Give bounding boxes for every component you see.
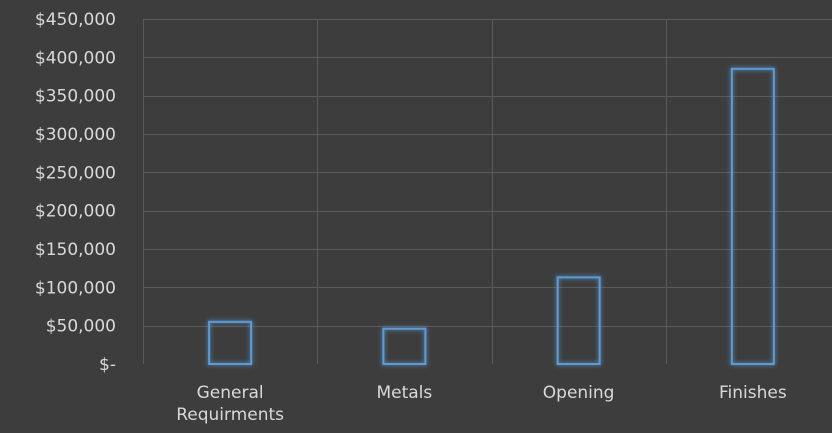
y-tick-label: $100,000 — [35, 278, 116, 298]
x-tick-label: General Requirments — [176, 383, 284, 425]
y-tick-label: $250,000 — [35, 163, 116, 183]
y-axis-tick-labels: $- $50,000 $100,000 $150,000 $200,000 $250,00… — [35, 10, 116, 375]
bar — [730, 67, 775, 365]
y-tick-label: $450,000 — [35, 10, 116, 30]
x-tick-label: Metals — [376, 383, 432, 403]
bar — [556, 276, 601, 365]
x-tick-label-line: Opening — [543, 383, 615, 403]
y-tick-label: $300,000 — [35, 125, 116, 145]
y-tick-label: $- — [99, 355, 116, 375]
y-tick-label: $200,000 — [35, 202, 116, 222]
x-tick-label-line: Finishes — [719, 383, 787, 403]
bar — [382, 327, 427, 366]
x-axis-tick-labels: General Requirments Metals Opening Finishes — [176, 383, 787, 425]
x-tick-label-line: Metals — [376, 383, 432, 403]
grid-layer — [143, 19, 832, 364]
y-tick-label: $400,000 — [35, 48, 116, 68]
bar — [208, 320, 253, 366]
x-tick-label: Opening — [543, 383, 615, 403]
x-tick-label-line: Requirments — [176, 405, 284, 425]
bars — [208, 67, 775, 366]
y-tick-label: $50,000 — [46, 317, 116, 337]
y-tick-label: $150,000 — [35, 240, 116, 260]
x-tick-label: Finishes — [719, 383, 787, 403]
y-tick-label: $350,000 — [35, 87, 116, 107]
x-tick-label-line: General — [197, 383, 264, 403]
